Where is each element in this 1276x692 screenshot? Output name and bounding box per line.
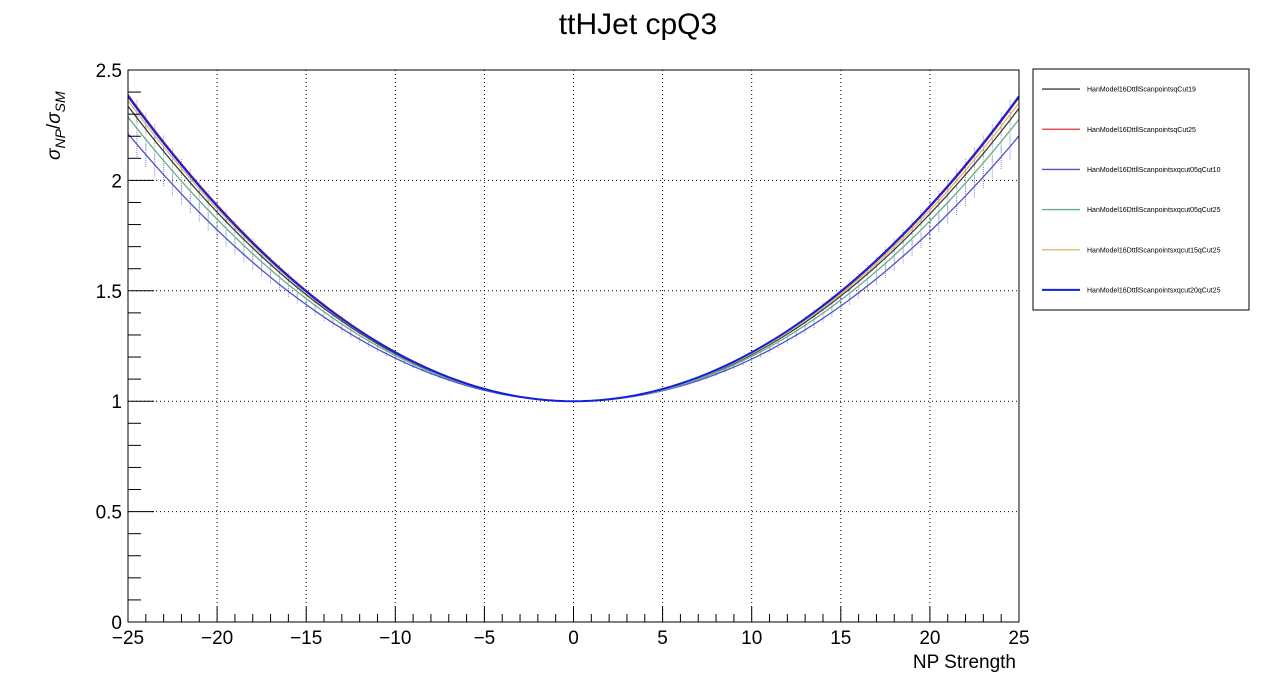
y-tick-label: 2 [111, 171, 122, 192]
x-tick-label: 25 [1008, 628, 1029, 649]
legend-entry: HanModel16DttllScanpointsxqcut20qCut25 [1087, 287, 1221, 294]
legend-box [1032, 68, 1250, 311]
x-tick-label: −20 [201, 628, 233, 649]
y-axis-label-slash: / [44, 123, 65, 129]
y-tick-label: 1 [111, 392, 122, 413]
series-lines [127, 94, 1020, 403]
y-tick-label: 0.5 [96, 503, 122, 524]
x-tick-label: −5 [474, 628, 496, 649]
legend-entry: HanModel16DttllScanpointsqCut19 [1087, 87, 1196, 94]
legend-entry: HanModel16DttllScanpointsqCut25 [1087, 127, 1196, 134]
y-axis-label-sigma-np: σ [44, 147, 65, 160]
y-axis-label: σNP/σSM [44, 91, 68, 160]
x-tick-label: −25 [112, 628, 144, 649]
x-tick-label: 15 [830, 628, 851, 649]
y-tick-label: 1.5 [96, 282, 122, 303]
x-tick-label: 20 [919, 628, 940, 649]
y-axis-label-sub-np: NP [52, 128, 68, 148]
x-tick-label: −15 [290, 628, 322, 649]
svg-text:σNP/σSM: σNP/σSM [44, 91, 68, 160]
y-axis-label-sigma-sm: σ [44, 111, 65, 124]
chart-title: ttHJet cpQ3 [559, 8, 717, 41]
y-tick-label: 2.5 [96, 61, 122, 82]
legend-entry: HanModel16DttllScanpointsxqcut05qCut25 [1087, 207, 1221, 214]
x-tick-label: 0 [568, 628, 579, 649]
legend-entry: HanModel16DttllScanpointsxqcut05qCut10 [1087, 167, 1221, 174]
legend-entry: HanModel16DttllScanpointsxqcut15qCut25 [1087, 247, 1221, 254]
x-axis: −25 −20 −15 −10 −5 0 5 10 15 20 25 [112, 607, 1030, 649]
x-axis-label: NP Strength [913, 652, 1016, 673]
series-line [127, 95, 1020, 403]
y-tick-label: 0 [111, 613, 122, 634]
y-axis-label-sub-sm: SM [52, 91, 68, 112]
x-tick-label: 5 [657, 628, 668, 649]
x-tick-label: −10 [379, 628, 411, 649]
uncertainty-bands [127, 87, 1020, 385]
y-axis: 0 0.5 1 1.5 2 2.5 [96, 61, 154, 634]
x-tick-label: 10 [741, 628, 762, 649]
legend: HanModel16DttllScanpointsqCut19 HanModel1… [1032, 68, 1250, 311]
grid [128, 70, 1019, 622]
